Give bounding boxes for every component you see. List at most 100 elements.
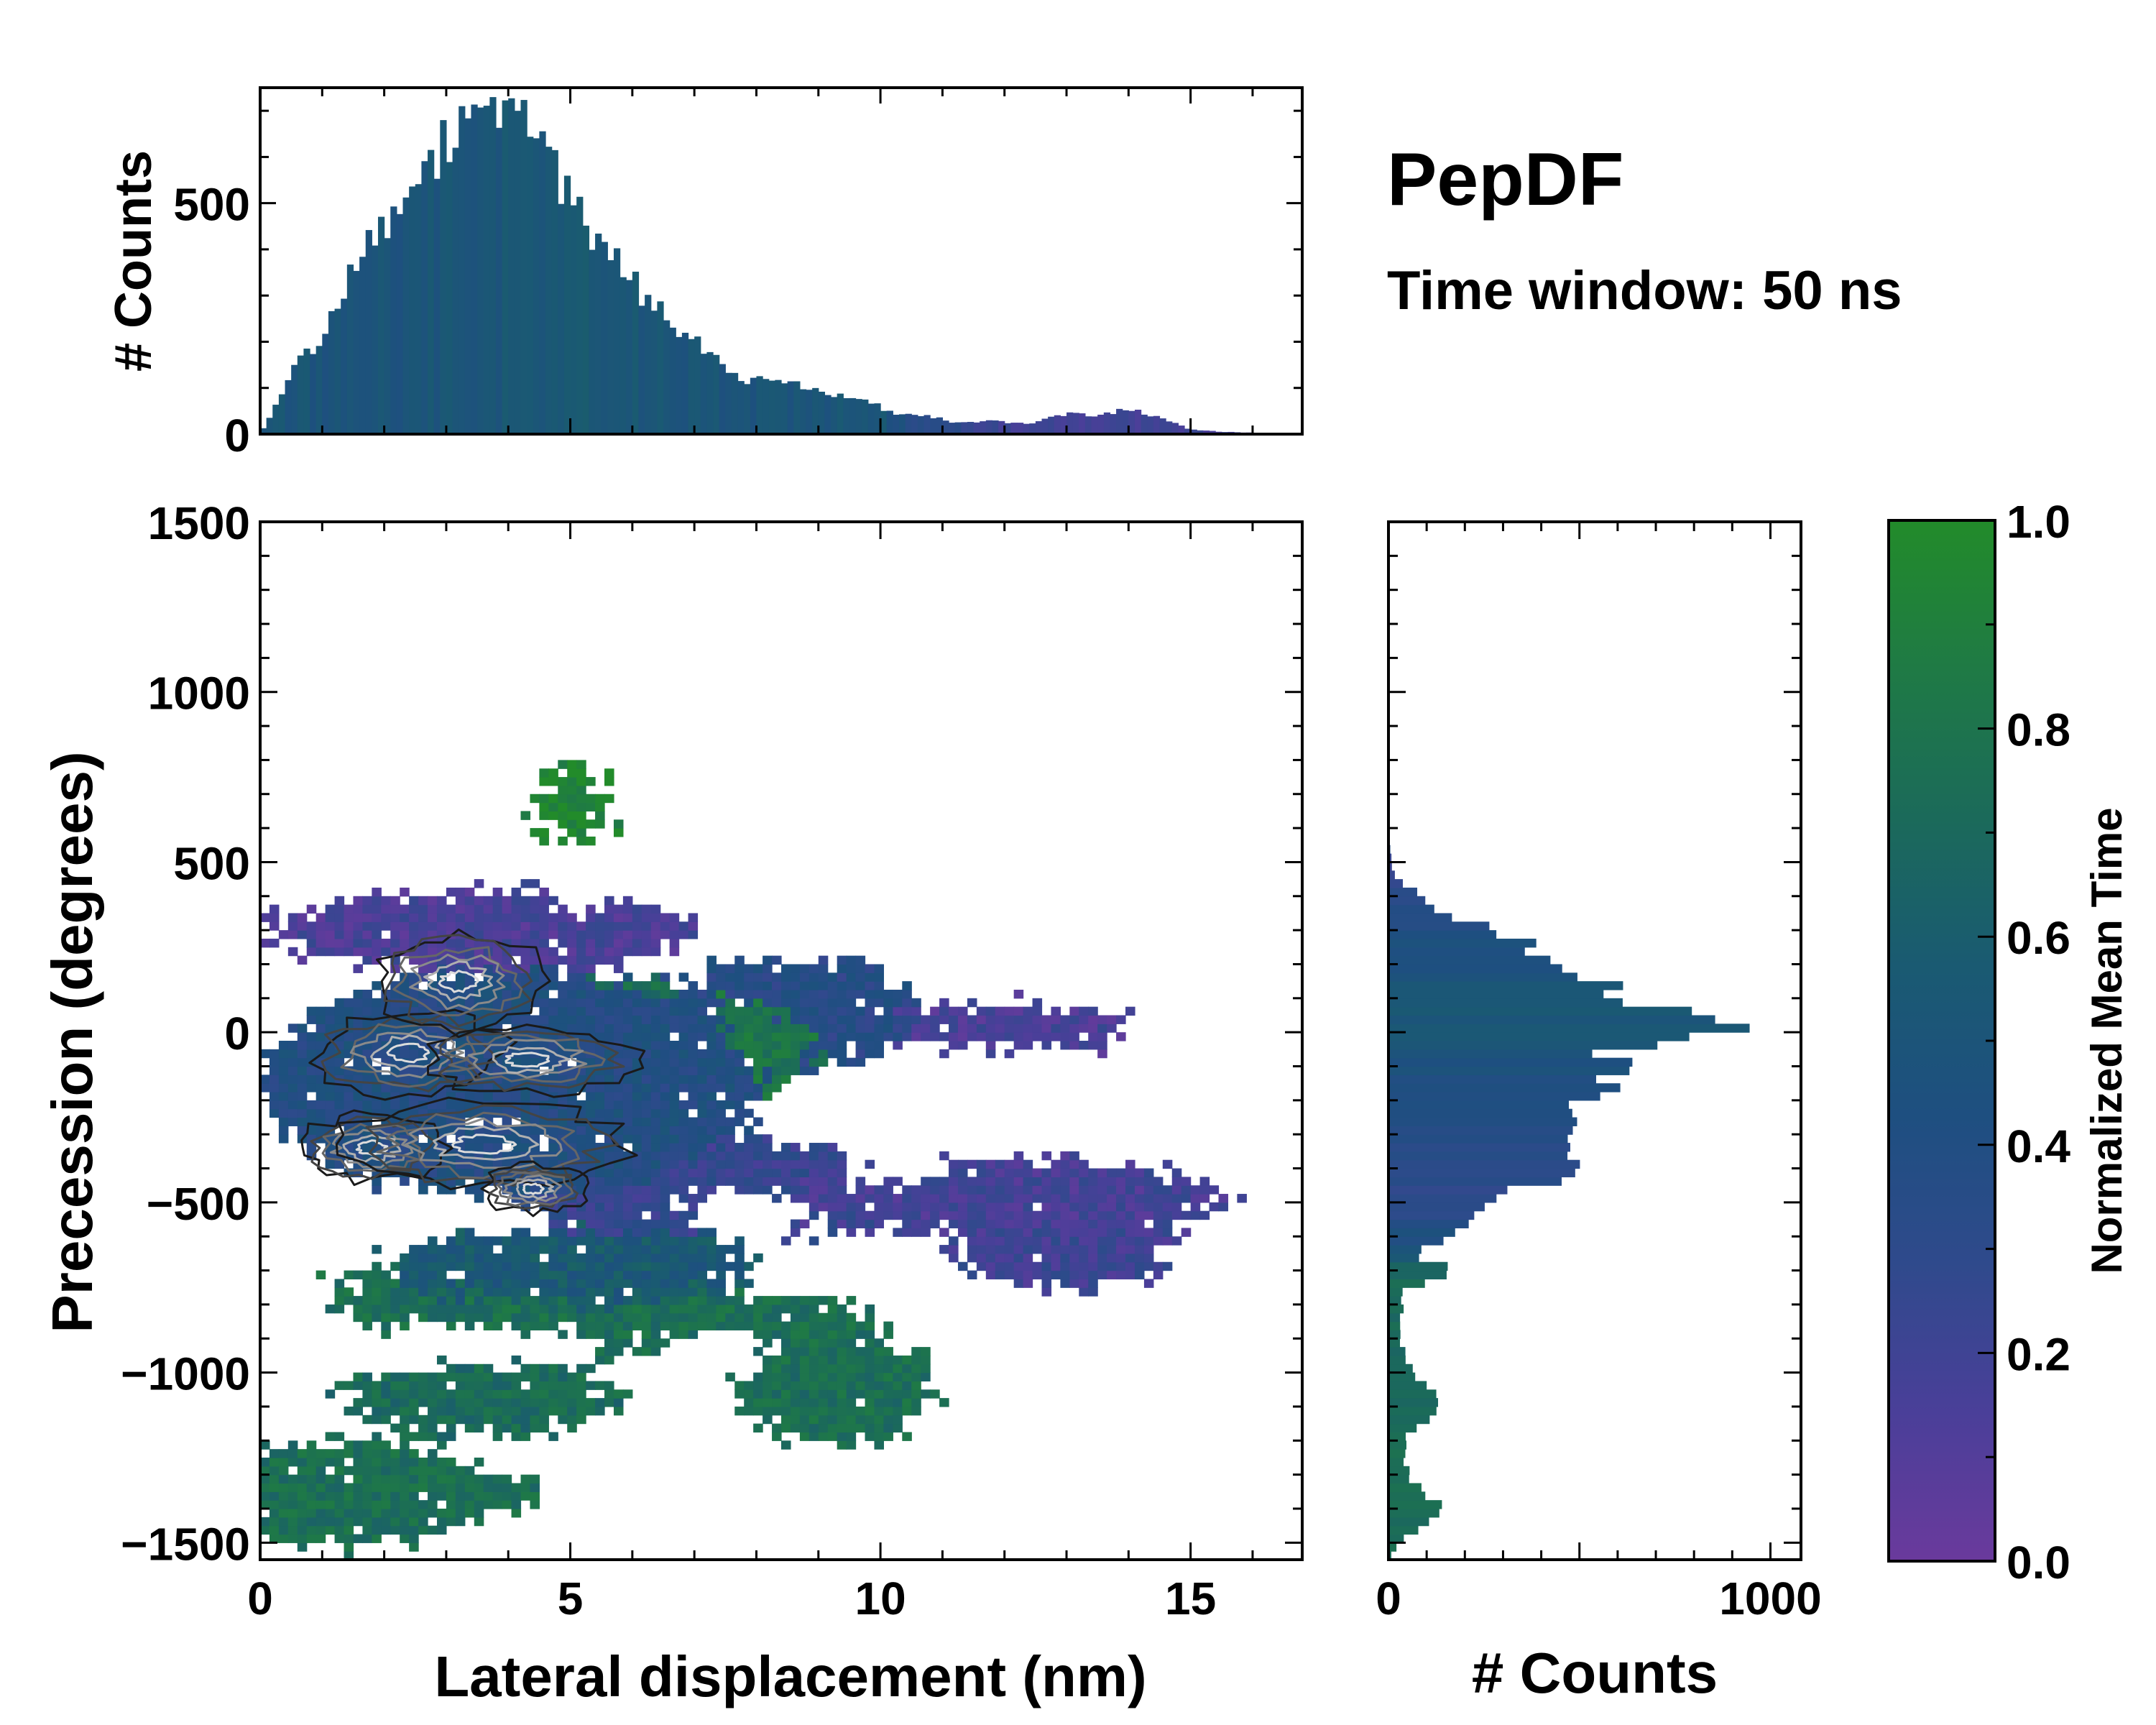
heatmap-cell bbox=[595, 1032, 605, 1041]
heatmap-cell bbox=[622, 998, 633, 1008]
heatmap-cell bbox=[278, 1057, 289, 1067]
heatmap-cell bbox=[883, 1185, 893, 1195]
heatmap-cell bbox=[390, 1491, 400, 1501]
heatmap-cell bbox=[641, 998, 652, 1008]
heatmap-cell bbox=[837, 1177, 847, 1186]
heatmap-cell bbox=[995, 1194, 1005, 1203]
heatmap-cell bbox=[483, 1279, 494, 1288]
contour-line bbox=[451, 1133, 517, 1155]
heatmap-cell bbox=[772, 1194, 782, 1203]
heatmap-cell bbox=[772, 1015, 782, 1024]
heatmap-cell bbox=[725, 998, 735, 1008]
heatmap-cell bbox=[502, 1483, 512, 1492]
heatmap-cell bbox=[641, 1117, 652, 1126]
heatmap-cell bbox=[334, 998, 345, 1008]
heatmap-cell bbox=[744, 964, 754, 973]
heatmap-cell bbox=[530, 1312, 540, 1322]
heatmap-cell bbox=[334, 1483, 345, 1492]
heatmap-cell bbox=[474, 1474, 484, 1484]
heatmap-cell bbox=[772, 955, 782, 965]
heatmap-cell bbox=[474, 904, 484, 914]
heatmap-cell bbox=[1023, 1015, 1033, 1024]
heatmap-cell bbox=[837, 989, 847, 999]
heatmap-cell bbox=[315, 1500, 326, 1509]
heatmap-cell bbox=[688, 1304, 699, 1314]
heatmap-cell bbox=[520, 1279, 531, 1288]
heatmap-cell bbox=[558, 802, 568, 812]
right-histogram-bar bbox=[1388, 1466, 1410, 1476]
heatmap-cell bbox=[381, 938, 391, 948]
heatmap-cell bbox=[604, 1185, 614, 1195]
heatmap-cell bbox=[511, 1279, 522, 1288]
top-histogram-bar bbox=[818, 391, 826, 434]
heatmap-cell bbox=[567, 819, 577, 829]
heatmap-cell bbox=[390, 1525, 400, 1535]
heatmap-cell bbox=[604, 1126, 614, 1135]
heatmap-cell bbox=[400, 1177, 410, 1186]
heatmap-cell bbox=[753, 981, 763, 990]
heatmap-cell bbox=[781, 998, 791, 1008]
top-histogram-bar bbox=[495, 127, 503, 434]
heatmap-cell bbox=[799, 1024, 810, 1033]
heatmap-cell bbox=[306, 1525, 317, 1535]
heatmap-cell bbox=[334, 1015, 345, 1024]
heatmap-cell bbox=[808, 1194, 819, 1203]
heatmap-cell bbox=[688, 1312, 699, 1322]
heatmap-cell bbox=[734, 1024, 745, 1033]
heatmap-cell bbox=[464, 1168, 475, 1177]
heatmap-cell bbox=[428, 1423, 438, 1433]
heatmap-cell bbox=[576, 1075, 586, 1084]
heatmap-cell bbox=[455, 1236, 466, 1246]
heatmap-cell bbox=[483, 1500, 494, 1509]
heatmap-cell bbox=[530, 1236, 540, 1246]
heatmap-cell bbox=[911, 1389, 921, 1399]
heatmap-cell bbox=[772, 1432, 782, 1441]
heatmap-cell bbox=[409, 1525, 419, 1535]
heatmap-cell bbox=[362, 1534, 372, 1543]
heatmap-cell bbox=[586, 955, 596, 965]
heatmap-cell bbox=[502, 1381, 512, 1390]
heatmap-cell bbox=[539, 1287, 549, 1297]
heatmap-cell bbox=[325, 1117, 336, 1126]
heatmap-cell bbox=[1051, 1236, 1061, 1246]
heatmap-cell bbox=[622, 1321, 633, 1331]
heatmap-cell bbox=[669, 1015, 680, 1024]
heatmap-cell bbox=[558, 1151, 568, 1161]
heatmap-cell bbox=[409, 1304, 419, 1314]
heatmap-cell bbox=[837, 1159, 847, 1169]
heatmap-cell bbox=[418, 1398, 428, 1407]
heatmap-cell bbox=[921, 1024, 931, 1033]
heatmap-cell bbox=[372, 1517, 382, 1527]
heatmap-cell bbox=[772, 1177, 782, 1186]
heatmap-cell bbox=[530, 955, 540, 965]
heatmap-cell bbox=[622, 1330, 633, 1339]
heatmap-cell bbox=[297, 1083, 308, 1092]
heatmap-cell bbox=[808, 1338, 819, 1348]
heatmap-cell bbox=[586, 1312, 596, 1322]
heatmap-cell bbox=[260, 1049, 270, 1059]
heatmap-cell bbox=[772, 1363, 782, 1374]
heatmap-cell bbox=[511, 1245, 522, 1254]
heatmap-cell bbox=[334, 1474, 345, 1484]
heatmap-cell bbox=[939, 1049, 949, 1059]
heatmap-cell bbox=[604, 904, 614, 914]
heatmap-cell bbox=[381, 1296, 391, 1305]
heatmap-cell bbox=[725, 1057, 735, 1067]
heatmap-cell bbox=[576, 955, 586, 965]
heatmap-cell bbox=[678, 1108, 689, 1118]
heatmap-cell bbox=[706, 1279, 717, 1288]
heatmap-cell bbox=[716, 1024, 726, 1033]
heatmap-cell bbox=[502, 1279, 512, 1288]
heatmap-cell bbox=[632, 947, 642, 957]
heatmap-cell bbox=[874, 1210, 885, 1220]
heatmap-cell bbox=[520, 1287, 531, 1297]
heatmap-cell bbox=[381, 1406, 391, 1416]
heatmap-cell bbox=[790, 1066, 801, 1075]
heatmap-cell bbox=[530, 1500, 540, 1509]
heatmap-cell bbox=[716, 1321, 726, 1331]
heatmap-cell bbox=[446, 1406, 456, 1416]
main-xlabel: Lateral displacement (nm) bbox=[434, 1644, 1146, 1708]
heatmap-cell bbox=[622, 1338, 633, 1348]
heatmap-cell bbox=[1060, 1210, 1070, 1220]
heatmap-cell bbox=[483, 1261, 494, 1271]
